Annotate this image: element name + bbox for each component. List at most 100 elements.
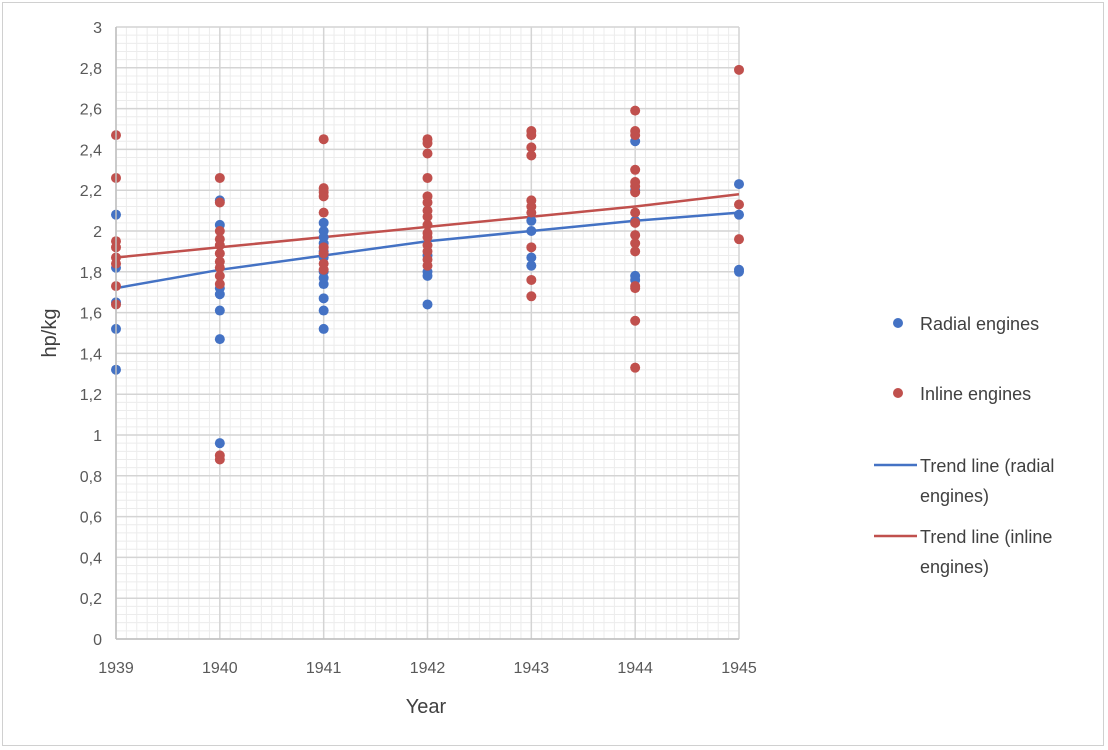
legend-label: engines)	[920, 486, 989, 506]
data-point	[318, 217, 329, 228]
data-point	[630, 283, 641, 294]
data-point	[214, 454, 225, 465]
data-point	[318, 305, 329, 316]
data-point	[734, 64, 744, 75]
y-tick-label: 0,8	[80, 469, 102, 486]
data-point	[526, 242, 537, 253]
data-point	[630, 315, 641, 326]
x-tick-label: 1940	[202, 660, 238, 677]
data-point	[526, 215, 537, 226]
data-point	[214, 289, 225, 300]
data-point	[422, 299, 433, 310]
y-tick-label: 1,6	[80, 306, 102, 323]
data-point	[422, 197, 433, 208]
y-tick-label: 0,4	[80, 550, 102, 567]
data-point	[526, 260, 537, 271]
data-point	[318, 134, 329, 145]
legend-label: engines)	[920, 557, 989, 577]
data-point	[734, 179, 744, 190]
data-point	[214, 334, 225, 345]
data-point	[214, 226, 225, 236]
data-point	[422, 148, 433, 159]
data-point	[214, 197, 225, 208]
data-point	[214, 270, 225, 281]
data-point	[526, 252, 537, 263]
y-tick-label: 2,8	[80, 61, 102, 78]
data-point	[526, 207, 537, 218]
legend-label: Trend line (inline	[920, 527, 1052, 547]
legend-marker	[893, 318, 903, 328]
data-point	[630, 207, 641, 218]
data-point	[318, 293, 329, 304]
data-point	[422, 232, 433, 243]
data-point	[630, 217, 641, 228]
data-point	[526, 142, 537, 153]
data-point	[422, 172, 433, 183]
x-tick-label: 1945	[721, 660, 757, 677]
data-point	[526, 150, 537, 161]
data-point	[734, 234, 744, 245]
y-tick-label: 0,2	[80, 591, 102, 608]
data-point	[630, 238, 641, 249]
grid	[115, 26, 740, 640]
y-tick-label: 2,6	[80, 102, 102, 119]
y-tick-label: 2,4	[80, 142, 102, 159]
data-point	[214, 262, 225, 273]
legend: Radial engines Inline engines Trend line (…	[874, 314, 1054, 577]
data-point	[630, 105, 641, 116]
data-point	[422, 260, 433, 271]
data-point	[734, 209, 744, 220]
y-tick-label: 1,4	[80, 346, 102, 363]
data-point	[526, 274, 537, 285]
legend-label: Radial engines	[920, 314, 1039, 334]
data-point	[630, 230, 641, 241]
y-tick-label: 3	[93, 20, 102, 37]
legend-label: Inline engines	[920, 384, 1031, 404]
data-point	[318, 323, 329, 334]
chart-svg: 1939 1940 1941 1942 1943 1944 1945 0 0,2 0,4 0,6 0,…	[39, 20, 1054, 718]
x-tick-label: 1939	[98, 660, 134, 677]
axes: 1939 1940 1941 1942 1943 1944 1945 0 0,2 0,4 0,6 0,…	[80, 20, 757, 677]
x-tick-label: 1944	[617, 660, 653, 677]
data-point	[734, 199, 744, 210]
x-axis-title: Year	[406, 696, 447, 718]
data-point	[734, 266, 744, 277]
data-point	[422, 246, 433, 257]
data-point	[318, 279, 329, 290]
x-tick-label: 1942	[410, 660, 446, 677]
data-points	[111, 64, 744, 465]
data-point	[318, 264, 329, 275]
data-point	[214, 172, 225, 183]
data-point	[630, 246, 641, 257]
y-tick-label: 1,2	[80, 387, 102, 404]
data-point	[214, 279, 225, 290]
x-tick-label: 1941	[306, 660, 342, 677]
data-point	[630, 187, 641, 198]
data-point	[422, 219, 433, 230]
data-point	[422, 270, 433, 281]
data-point	[214, 305, 225, 316]
y-tick-label: 0,6	[80, 510, 102, 527]
data-point	[526, 291, 537, 302]
legend-label: Trend line (radial	[920, 456, 1054, 476]
x-tick-label: 1943	[514, 660, 550, 677]
data-point	[526, 130, 537, 141]
data-point	[318, 191, 329, 202]
y-tick-label: 2	[93, 224, 102, 241]
legend-marker	[893, 388, 903, 398]
data-point	[214, 240, 225, 251]
y-tick-label: 1	[93, 428, 102, 445]
data-point	[214, 248, 225, 259]
y-tick-label: 2,2	[80, 183, 102, 200]
data-point	[630, 164, 641, 175]
data-point	[318, 207, 329, 218]
y-tick-label: 1,8	[80, 265, 102, 282]
data-point	[526, 226, 537, 236]
data-point	[318, 248, 329, 259]
data-point	[422, 211, 433, 222]
data-point	[630, 362, 641, 373]
y-axis-title: hp/kg	[39, 309, 61, 358]
data-point	[422, 138, 433, 149]
data-point	[214, 438, 225, 449]
